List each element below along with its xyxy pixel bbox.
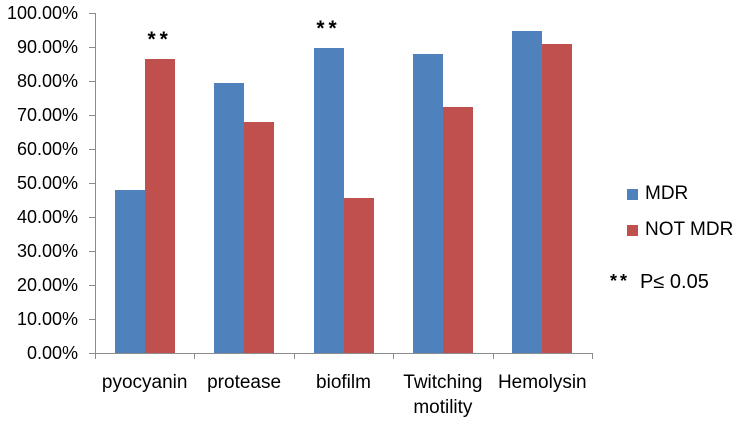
x-axis-category-label-biofilm: biofilm	[316, 372, 371, 393]
x-axis-tick	[393, 353, 394, 359]
legend-swatch-not-mdr-icon	[627, 224, 638, 236]
y-axis-tick	[89, 47, 95, 48]
significance-text: P≤ 0.05	[640, 271, 709, 293]
x-axis-tick	[95, 353, 96, 359]
x-axis-category-label-hemolysin: Hemolysin	[497, 372, 587, 393]
y-axis-tick-label: 80.00%	[16, 71, 78, 91]
legend-item-not-mdr: NOT MDR	[627, 219, 733, 241]
y-axis-tick	[89, 183, 95, 184]
y-axis-tick	[89, 353, 95, 354]
bar-mdr-pyocyanin	[114, 189, 145, 353]
bar-mdr-protease	[214, 83, 245, 353]
legend: MDR NOT MDR	[627, 183, 733, 255]
bar-mdr-biofilm	[313, 48, 344, 353]
bar-not-mdr-hemolysin	[542, 43, 573, 353]
legend-label-not-mdr: NOT MDR	[645, 219, 734, 240]
x-axis-tick	[194, 353, 195, 359]
y-axis-tick-label: 30.00%	[16, 241, 78, 261]
x-axis-category-label-protease: protease	[207, 372, 282, 393]
bar-not-mdr-protease	[244, 121, 275, 353]
y-axis-tick-label: 0.00%	[26, 343, 78, 363]
x-axis-line	[95, 353, 593, 354]
significance-asterisks: **	[316, 17, 341, 40]
y-axis-tick-label: 70.00%	[16, 105, 78, 125]
x-axis-category-label-pyocyanin: pyocyanin	[101, 372, 188, 393]
y-axis-tick	[89, 115, 95, 116]
y-axis-tick-label: 100.00%	[6, 3, 78, 23]
x-axis-tick	[493, 353, 494, 359]
bar-not-mdr-pyocyanin	[144, 59, 175, 353]
significance-asterisks: **	[610, 271, 631, 291]
y-axis-tick	[89, 13, 95, 14]
legend-swatch-mdr-icon	[627, 188, 638, 200]
y-axis-tick	[89, 251, 95, 252]
y-axis-line	[95, 13, 96, 354]
y-axis-tick-label: 50.00%	[16, 173, 78, 193]
y-axis-tick	[89, 285, 95, 286]
y-axis-tick-label: 90.00%	[16, 37, 78, 57]
y-axis-tick	[89, 217, 95, 218]
bar-not-mdr-biofilm	[343, 198, 374, 353]
bar-mdr-twitching-motility	[412, 54, 443, 353]
y-axis-tick	[89, 81, 95, 82]
y-axis-tick-label: 10.00%	[16, 309, 78, 329]
x-axis-tick	[294, 353, 295, 359]
y-axis-tick	[89, 149, 95, 150]
significance-asterisks: **	[147, 28, 172, 52]
y-axis-tick	[89, 319, 95, 320]
legend-item-mdr: MDR	[627, 183, 733, 205]
x-axis-tick	[592, 353, 593, 359]
legend-label-mdr: MDR	[645, 183, 689, 204]
bar-not-mdr-twitching-motility	[442, 106, 473, 353]
y-axis-tick-label: 40.00%	[16, 207, 78, 227]
y-axis-tick-label: 60.00%	[16, 139, 78, 159]
x-axis-category-label-twitching-motility: Twitching motility	[403, 372, 483, 418]
significance-note: ** P≤ 0.05	[610, 271, 709, 294]
y-axis-tick-label: 20.00%	[16, 275, 78, 295]
bar-mdr-hemolysin	[512, 30, 543, 353]
